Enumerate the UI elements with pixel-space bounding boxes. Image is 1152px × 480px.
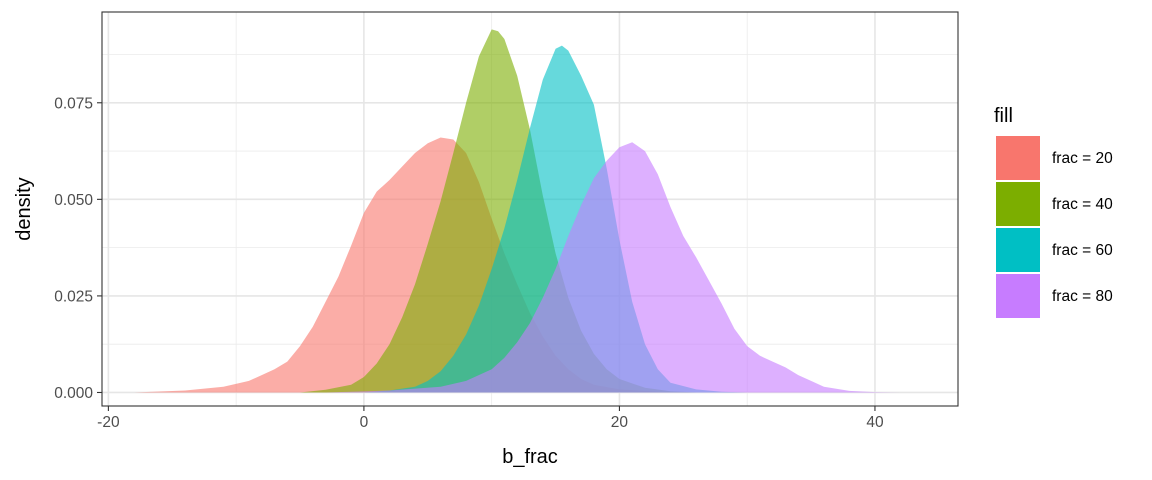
legend-key-series-4 — [996, 274, 1040, 318]
density-areas — [133, 29, 901, 393]
legend-label-series-1: frac = 20 — [1052, 150, 1113, 167]
legend-key-series-3 — [996, 228, 1040, 272]
axis-tick-labels: -20 0 20 40 0.000 0.025 0.050 0.075 — [54, 95, 884, 431]
y-tick-label: 0.025 — [54, 288, 93, 305]
y-axis-title: density — [13, 177, 35, 240]
x-tick-label: 20 — [611, 414, 629, 431]
x-tick-label: -20 — [97, 414, 120, 431]
legend-label-series-2: frac = 40 — [1052, 196, 1113, 213]
y-tick-label: 0.075 — [54, 95, 93, 112]
x-tick-label: 0 — [360, 414, 369, 431]
y-tick-label: 0.000 — [54, 385, 93, 402]
density-area-series-3 — [363, 45, 748, 393]
legend-label-series-4: frac = 80 — [1052, 288, 1113, 305]
axis-ticks — [97, 102, 876, 411]
density-area-series-1 — [133, 137, 697, 393]
legend-key-series-2 — [996, 182, 1040, 226]
plot-panel-border — [101, 11, 959, 407]
x-tick-label: 40 — [866, 414, 884, 431]
density-area-series-2 — [300, 29, 697, 393]
density-area-series-4 — [325, 142, 901, 393]
legend: frac = 20 frac = 40 frac = 60 frac = 80 — [996, 136, 1113, 318]
y-tick-label: 0.050 — [54, 192, 93, 209]
legend-key-series-1 — [996, 136, 1040, 180]
legend-title: fill — [994, 105, 1013, 127]
x-axis-title: b_frac — [502, 446, 558, 468]
legend-label-series-3: frac = 60 — [1052, 242, 1113, 259]
